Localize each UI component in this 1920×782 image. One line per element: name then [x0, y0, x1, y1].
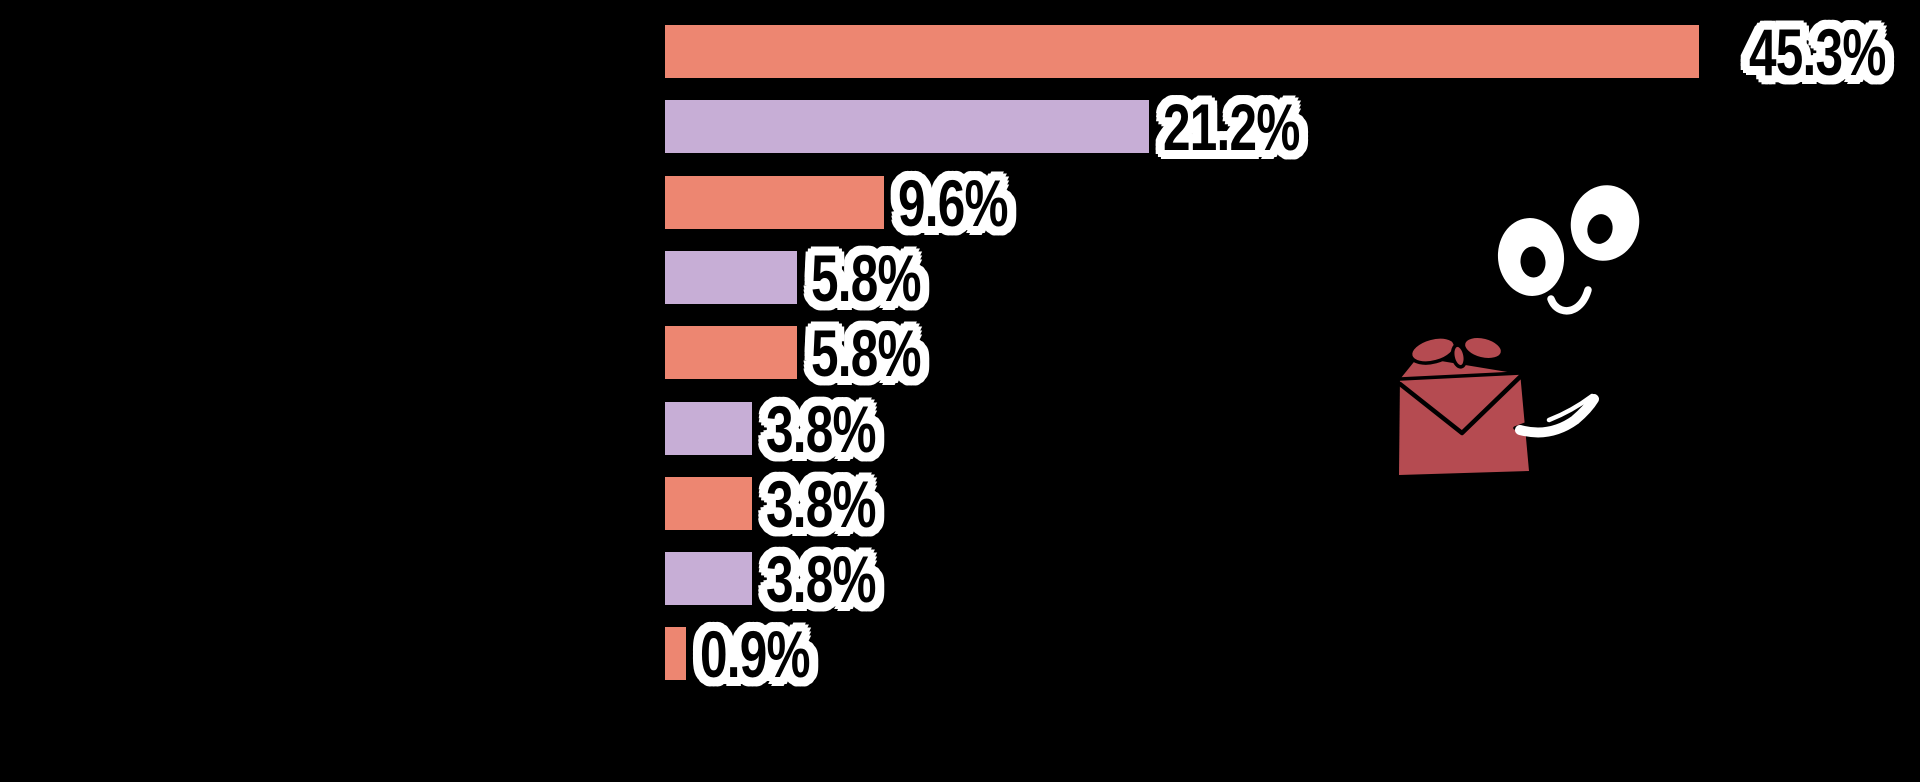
bar-row: 3.8% [665, 546, 912, 612]
bar-value-label: 5.8% [811, 315, 922, 390]
bar [665, 477, 752, 530]
bar [665, 25, 1699, 78]
bar-row: 3.8% [665, 471, 912, 537]
bar-row: 5.8% [665, 245, 957, 311]
bar-value-label: 3.8% [766, 391, 877, 466]
bar-row: 21.2% [665, 94, 1345, 160]
bar-value-label: 0.9% [700, 616, 811, 691]
bar-value-label: 21.2% [1163, 89, 1300, 164]
bar [665, 176, 884, 229]
bar [665, 627, 686, 680]
bar-row: 0.9% [665, 621, 846, 687]
bar-row: 9.6% [665, 170, 1044, 236]
bar [665, 251, 797, 304]
bar-row: 5.8% [665, 320, 957, 386]
bar [665, 100, 1149, 153]
bar [665, 326, 797, 379]
bar-value-label: 5.8% [811, 240, 922, 315]
bar-row: 45.3% [665, 19, 1920, 85]
bar [665, 552, 752, 605]
bar-value-label: 3.8% [766, 541, 877, 616]
bar-value-label: 3.8% [766, 466, 877, 541]
bar [665, 402, 752, 455]
bar-row: 3.8% [665, 396, 912, 462]
bar-value-label: 9.6% [898, 165, 1009, 240]
bar-value-label: 45.3% [1749, 14, 1886, 89]
